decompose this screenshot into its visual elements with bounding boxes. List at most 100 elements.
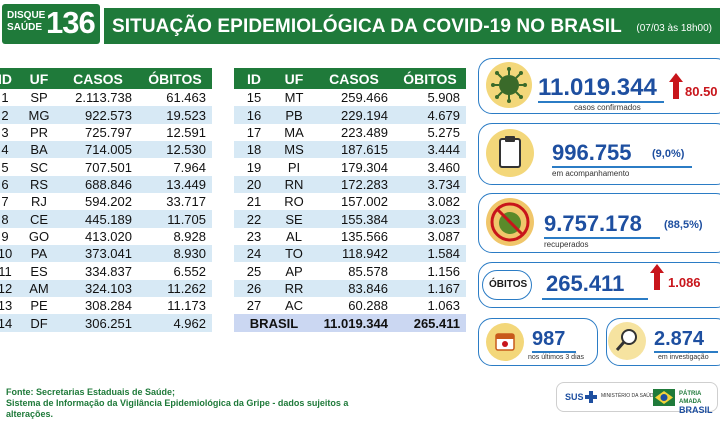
cell-cases: 922.573 [58, 106, 138, 124]
table-row: 9 GO 413.020 8.928 [0, 227, 212, 246]
cell-uf: SP [20, 89, 58, 107]
table-row: 14 DF 306.251 4.962 [0, 314, 212, 332]
table-row: 4 BA 714.005 12.530 [0, 141, 212, 159]
cell-id: 20 [234, 175, 274, 194]
col-header-deaths: ÓBITOS [138, 68, 212, 89]
cell-id: 24 [234, 245, 274, 263]
table-row: 12 AM 324.103 11.262 [0, 279, 212, 298]
cell-cases: 118.942 [314, 245, 394, 263]
cell-deaths: 1.167 [394, 279, 466, 298]
cell-deaths: 13.449 [138, 175, 212, 194]
cell-cases: 373.041 [58, 245, 138, 263]
cell-cases: 155.384 [314, 210, 394, 228]
cell-deaths: 7.964 [138, 158, 212, 176]
sus-logo: SUS [565, 392, 584, 402]
cell-id: 27 [234, 297, 274, 315]
cell-cases: 688.846 [58, 175, 138, 194]
cell-uf: PA [20, 245, 58, 263]
investigation-label: em investigação [658, 354, 709, 361]
table-row: 27 AC 60.288 1.063 [234, 297, 466, 315]
table-row: 10 PA 373.041 8.930 [0, 245, 212, 263]
recovered-underline [544, 237, 660, 239]
crossed-virus-icon [486, 198, 534, 246]
confirmed-underline [538, 101, 664, 103]
cell-uf: CE [20, 210, 58, 228]
cell-id: 26 [234, 279, 274, 298]
page-title: SITUAÇÃO EPIDEMIOLÓGICA DA COVID-19 NO B… [112, 16, 622, 37]
cell-id: 7 [0, 193, 20, 211]
table-row: 8 CE 445.189 11.705 [0, 210, 212, 228]
investigation-underline [654, 351, 718, 353]
cell-deaths: 4.679 [394, 106, 466, 124]
cell-id: 15 [234, 89, 274, 107]
cell-uf: SC [20, 158, 58, 176]
table-row: 15 MT 259.466 5.908 [234, 89, 466, 107]
confirmed-label: casos confirmados [574, 103, 641, 112]
cell-cases: 714.005 [58, 141, 138, 159]
cell-cases: 413.020 [58, 227, 138, 246]
cell-id: 1 [0, 89, 20, 107]
cell-deaths: 5.908 [394, 89, 466, 107]
cell-cases: 157.002 [314, 193, 394, 211]
cell-id: 5 [0, 158, 20, 176]
cell-deaths: 5.275 [394, 123, 466, 142]
cell-id: 13 [0, 297, 20, 315]
logo-line1: DISQUE [7, 10, 46, 21]
logo-line2: SAÚDE [7, 22, 43, 33]
table-row: 21 RO 157.002 3.082 [234, 193, 466, 211]
recovered-value: 9.757.178 [544, 211, 642, 236]
brasil-logo-top: PÁTRIA AMADA [679, 391, 702, 405]
cell-uf: MT [274, 89, 314, 107]
cell-cases: 594.202 [58, 193, 138, 211]
virus-icon [486, 62, 532, 108]
red-up-arrow-icon [669, 73, 683, 99]
cell-cases: 306.251 [58, 314, 138, 332]
brasil-logo-text: BRASIL [679, 405, 713, 415]
cell-deaths: 33.717 [138, 193, 212, 211]
cell-deaths: 1.063 [394, 297, 466, 315]
cell-id: 2 [0, 106, 20, 124]
cell-id: 14 [0, 314, 20, 332]
cell-deaths: 3.082 [394, 193, 466, 211]
cell-deaths: 1.584 [394, 245, 466, 263]
calendar-icon [486, 323, 524, 361]
cell-cases: 172.283 [314, 175, 394, 194]
cell-uf: TO [274, 245, 314, 263]
cell-cases: 60.288 [314, 297, 394, 315]
cell-cases: 334.837 [58, 262, 138, 280]
deaths-tag: ÓBITOS [489, 279, 528, 290]
cell-uf: ES [20, 262, 58, 280]
tracking-value: 996.755 [552, 140, 632, 165]
table-header-row: ID UF CASOS ÓBITOS [0, 68, 212, 89]
cell-deaths: 12.591 [138, 123, 212, 142]
table-row: 23 AL 135.566 3.087 [234, 227, 466, 246]
cell-id: 3 [0, 123, 20, 142]
table-row: 19 PI 179.304 3.460 [234, 158, 466, 176]
cell-id: 11 [0, 262, 20, 280]
table-row: 13 PE 308.284 11.173 [0, 297, 212, 315]
cell-cases: 324.103 [58, 279, 138, 298]
cell-id: 21 [234, 193, 274, 211]
cell-deaths: 61.463 [138, 89, 212, 107]
recovered-label: recuperados [544, 240, 589, 249]
cell-deaths: 11.705 [138, 210, 212, 228]
brasil-total-row: BRASIL 11.019.344 265.411 [234, 314, 466, 332]
total-deaths: 265.411 [394, 314, 466, 332]
source-note: Fonte: Secretarias Estaduais de Saúde; S… [6, 387, 386, 420]
table-row: 24 TO 118.942 1.584 [234, 245, 466, 263]
cell-deaths: 8.930 [138, 245, 212, 263]
col-header-id: ID [234, 68, 274, 89]
cell-uf: AP [274, 262, 314, 280]
cell-uf: GO [20, 227, 58, 246]
col-header-uf: UF [20, 68, 58, 89]
cell-cases: 135.566 [314, 227, 394, 246]
cell-cases: 445.189 [58, 210, 138, 228]
cell-uf: RS [20, 175, 58, 194]
brazil-flag-icon [653, 389, 675, 406]
table-row: 1 SP 2.113.738 61.463 [0, 89, 212, 107]
source-line3: alterações. [6, 409, 54, 419]
table-row: 25 AP 85.578 1.156 [234, 262, 466, 280]
deaths-new: 1.086 [668, 275, 701, 290]
cell-id: 22 [234, 210, 274, 228]
confirmed-value: 11.019.344 [538, 74, 657, 101]
